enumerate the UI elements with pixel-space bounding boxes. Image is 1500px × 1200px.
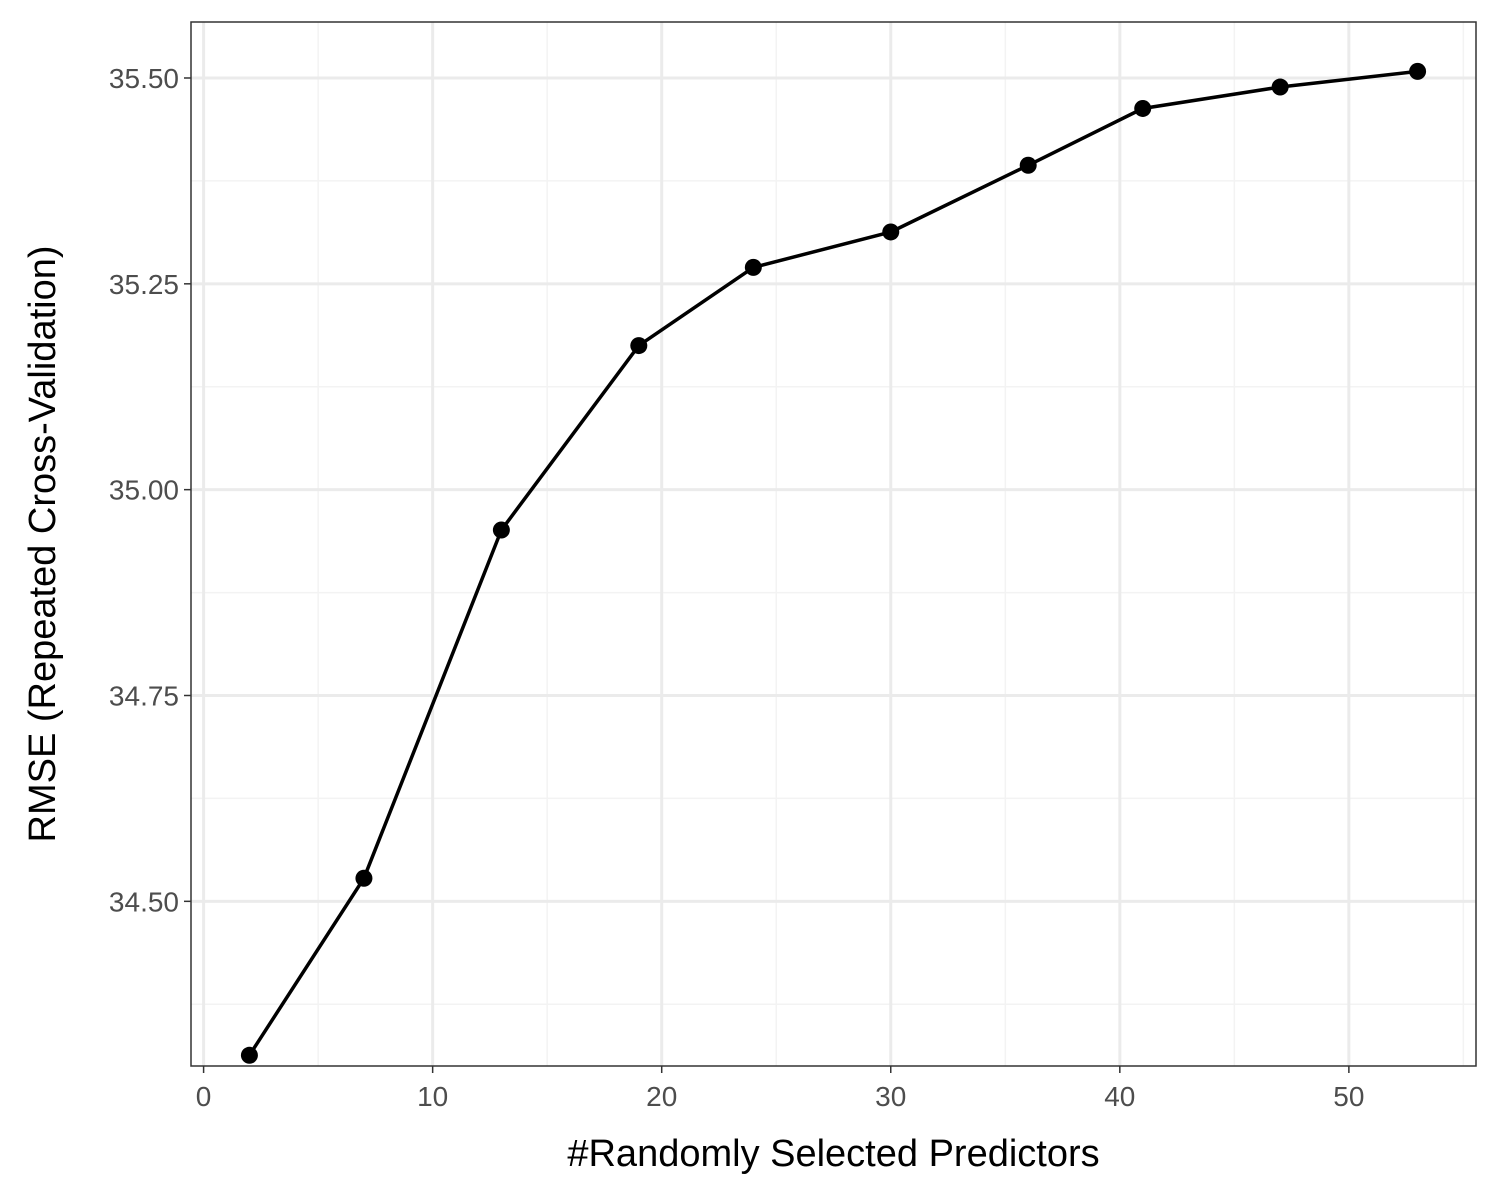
x-tick-label: 20: [646, 1081, 677, 1112]
major-gridlines: [191, 22, 1476, 1066]
x-tick-label: 50: [1333, 1081, 1364, 1112]
x-tick-label: 40: [1104, 1081, 1135, 1112]
y-tick-label: 34.75: [109, 680, 179, 711]
data-point: [1409, 62, 1427, 80]
y-tick-label: 35.00: [109, 475, 179, 506]
x-axis-title: #Randomly Selected Predictors: [567, 1133, 1099, 1175]
x-tick-label: 30: [875, 1081, 906, 1112]
data-point: [630, 337, 648, 355]
y-tick-label: 35.50: [109, 63, 179, 94]
x-tick-label: 10: [417, 1081, 448, 1112]
data-series: [240, 62, 1427, 1064]
x-tick-label: 0: [196, 1081, 212, 1112]
minor-gridlines: [191, 22, 1476, 1066]
panel-border: [190, 21, 1477, 1067]
data-point: [1019, 156, 1037, 174]
series-line: [247, 69, 1418, 1057]
data-point: [1271, 78, 1289, 96]
data-point: [1134, 99, 1152, 117]
data-point: [744, 258, 762, 276]
y-axis: 34.50 34.75 35.00 35.25 35.50: [109, 63, 191, 917]
data-point: [355, 869, 373, 887]
y-tick-label: 34.50: [109, 886, 179, 917]
y-tick-label: 35.25: [109, 269, 179, 300]
data-point: [492, 521, 510, 539]
x-axis: 0 10 20 30 40 50: [196, 1066, 1364, 1112]
data-point: [882, 223, 900, 241]
y-axis-title: RMSE (Repeated Cross-Validation): [22, 246, 64, 843]
data-point: [240, 1046, 258, 1064]
